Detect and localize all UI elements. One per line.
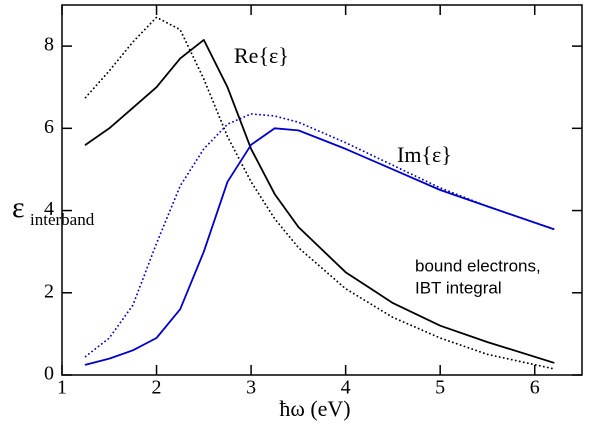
x-tick-label: 6	[530, 377, 540, 399]
y-axis-label-subscript: interband	[30, 210, 95, 229]
data-line	[84, 127, 555, 366]
data-line	[84, 39, 555, 364]
x-tick-label: 4	[341, 377, 351, 399]
x-tick-label: 5	[435, 377, 445, 399]
x-axis-label: ħω (eV)	[279, 396, 350, 421]
plot-frame	[61, 4, 583, 376]
x-tick-label: 1	[57, 377, 67, 399]
annotation: Im{ε}	[397, 142, 452, 167]
y-axis-label: ε	[12, 191, 25, 224]
annotation: Re{ε}	[234, 43, 289, 68]
y-tick-label: 8	[44, 34, 54, 56]
data-line	[84, 113, 555, 358]
x-tick-label: 2	[152, 377, 162, 399]
y-tick-label: 6	[44, 116, 54, 138]
y-tick-label: 0	[44, 363, 54, 385]
annotation: IBT integral	[415, 278, 502, 297]
x-tick-label: 3	[246, 377, 256, 399]
annotation: bound electrons,	[415, 256, 541, 275]
y-tick-label: 2	[44, 280, 54, 302]
y-tick-label: 4	[44, 198, 54, 220]
data-line	[84, 16, 555, 370]
